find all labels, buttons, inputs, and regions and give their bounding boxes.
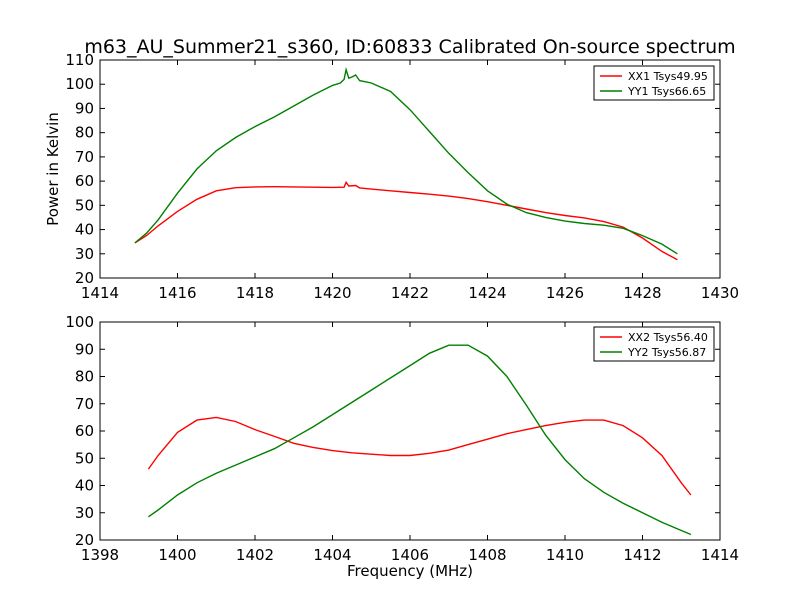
legend-entry: YY2 Tsys56.87	[627, 346, 706, 359]
x-tick-label: 1430	[701, 284, 739, 302]
x-tick-label: 1414	[81, 284, 119, 302]
top-plot-panel: 1414 1416 1418 1420 1422 1424 1426 1428 1430 20 30…	[65, 51, 739, 302]
y-tick-label: 70	[75, 395, 94, 413]
series-line-xx1	[134, 180, 678, 261]
y-tick-label: 30	[75, 504, 94, 522]
y-tick-label: 30	[75, 245, 94, 263]
y-tick-label: 60	[75, 172, 94, 190]
x-tick-label: 1420	[313, 284, 351, 302]
legend-box	[593, 326, 715, 362]
bottom-plot-panel: 1398 1400 1402 1404 1406 1408 1410 1412 1414 20 30…	[65, 313, 739, 564]
x-tick-label: 1402	[236, 546, 274, 564]
x-tick-label: 1408	[468, 546, 506, 564]
legend-entry: YY1 Tsys66.65	[627, 85, 706, 98]
y-tick-label: 70	[75, 148, 94, 166]
y-tick-label: 50	[75, 449, 94, 467]
legend-box	[593, 65, 715, 101]
chart-title: m63_AU_Summer21_s360, ID:60833 Calibrate…	[84, 36, 735, 58]
y-tick-label: 40	[75, 221, 94, 239]
x-tick-label: 1422	[391, 284, 429, 302]
legend: XX1 Tsys49.95 YY1 Tsys66.65	[593, 65, 715, 101]
x-tick-label: 1414	[701, 546, 739, 564]
x-tick-label: 1410	[546, 546, 584, 564]
x-tick-label: 1406	[391, 546, 429, 564]
x-tick-label: 1398	[81, 546, 119, 564]
x-tick-label: 1404	[313, 546, 351, 564]
y-tick-label: 20	[75, 531, 94, 549]
series-line-xx2	[147, 416, 692, 496]
y-tick-label: 20	[75, 269, 94, 287]
y-tick-label: 110	[65, 51, 94, 69]
y-tick-label: 90	[75, 340, 94, 358]
y-tick-label: 80	[75, 368, 94, 386]
x-tick-label: 1426	[546, 284, 584, 302]
y-tick-label: 40	[75, 477, 94, 495]
x-tick-label: 1416	[158, 284, 196, 302]
x-tick-label: 1418	[236, 284, 274, 302]
y-tick-label: 100	[65, 313, 94, 331]
series-line-yy1	[134, 66, 678, 255]
x-tick-label: 1400	[158, 546, 196, 564]
series-line-yy2	[147, 344, 692, 536]
y-tick-label: 100	[65, 75, 94, 93]
legend-entry: XX2 Tsys56.40	[628, 331, 708, 344]
legend: XX2 Tsys56.40 YY2 Tsys56.87	[593, 326, 715, 362]
y-axis-label: Power in Kelvin	[44, 112, 62, 226]
y-tick-label: 80	[75, 124, 94, 142]
y-tick-label: 90	[75, 99, 94, 117]
x-tick-label: 1424	[468, 284, 506, 302]
y-tick-label: 50	[75, 196, 94, 214]
y-tick-label: 60	[75, 422, 94, 440]
x-tick-label: 1428	[623, 284, 661, 302]
x-axis-label: Frequency (MHz)	[347, 562, 473, 580]
x-tick-label: 1412	[623, 546, 661, 564]
legend-entry: XX1 Tsys49.95	[628, 70, 708, 83]
